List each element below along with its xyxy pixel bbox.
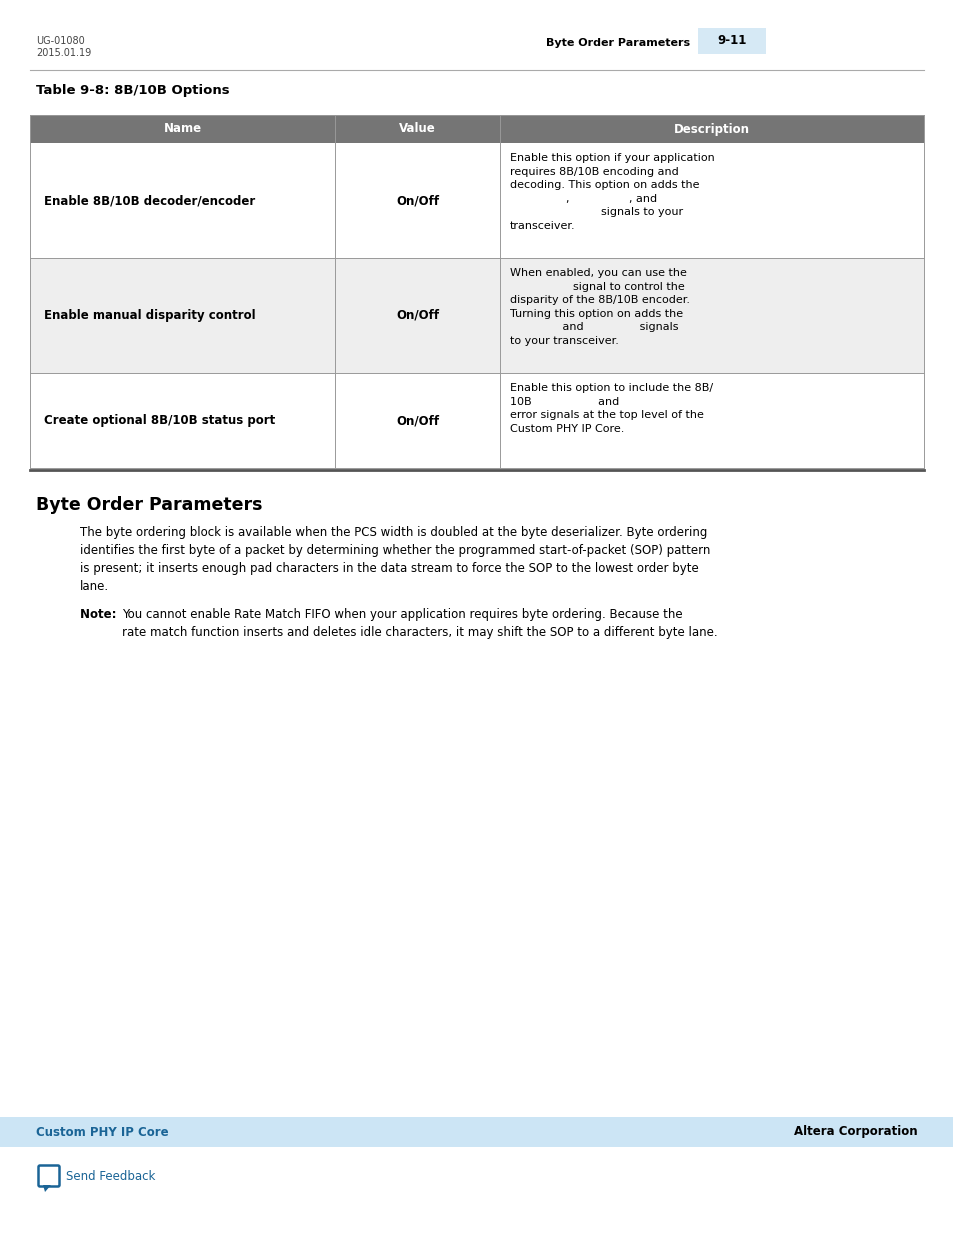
- Text: Enable this option if your application
requires 8B/10B encoding and
decoding. Th: Enable this option if your application r…: [510, 153, 714, 231]
- Text: Note:: Note:: [80, 608, 120, 621]
- Text: UG-01080: UG-01080: [36, 36, 85, 46]
- Text: Byte Order Parameters: Byte Order Parameters: [36, 496, 262, 514]
- Text: Description: Description: [673, 122, 749, 136]
- Text: Value: Value: [398, 122, 436, 136]
- Text: Enable this option to include the 8B/
10B                   and
error signals at: Enable this option to include the 8B/ 10…: [510, 383, 713, 433]
- Text: Byte Order Parameters: Byte Order Parameters: [545, 38, 689, 48]
- FancyBboxPatch shape: [30, 115, 923, 143]
- Text: Name: Name: [163, 122, 201, 136]
- Text: Enable manual disparity control: Enable manual disparity control: [44, 309, 255, 322]
- Text: Send Feedback: Send Feedback: [66, 1171, 155, 1183]
- FancyBboxPatch shape: [38, 1166, 59, 1187]
- Polygon shape: [43, 1186, 51, 1192]
- Text: Table 9-8: 8B/10B Options: Table 9-8: 8B/10B Options: [36, 84, 230, 98]
- Text: On/Off: On/Off: [395, 309, 438, 322]
- Text: The byte ordering block is available when the PCS width is doubled at the byte d: The byte ordering block is available whe…: [80, 526, 710, 593]
- Text: On/Off: On/Off: [395, 414, 438, 427]
- FancyBboxPatch shape: [0, 1116, 953, 1147]
- FancyBboxPatch shape: [30, 373, 923, 468]
- FancyBboxPatch shape: [698, 28, 765, 54]
- FancyBboxPatch shape: [30, 258, 923, 373]
- Text: When enabled, you can use the
                  signal to control the
disparity : When enabled, you can use the signal to …: [510, 268, 689, 346]
- Text: Custom PHY IP Core: Custom PHY IP Core: [36, 1125, 169, 1139]
- Text: On/Off: On/Off: [395, 194, 438, 207]
- Text: Enable 8B/10B decoder/encoder: Enable 8B/10B decoder/encoder: [44, 194, 255, 207]
- Text: 2015.01.19: 2015.01.19: [36, 48, 91, 58]
- FancyBboxPatch shape: [30, 143, 923, 258]
- Text: Create optional 8B/10B status port: Create optional 8B/10B status port: [44, 414, 275, 427]
- Text: You cannot enable Rate Match FIFO when your application requires byte ordering. : You cannot enable Rate Match FIFO when y…: [122, 608, 717, 638]
- Text: 9-11: 9-11: [717, 35, 746, 47]
- Text: Altera Corporation: Altera Corporation: [794, 1125, 917, 1139]
